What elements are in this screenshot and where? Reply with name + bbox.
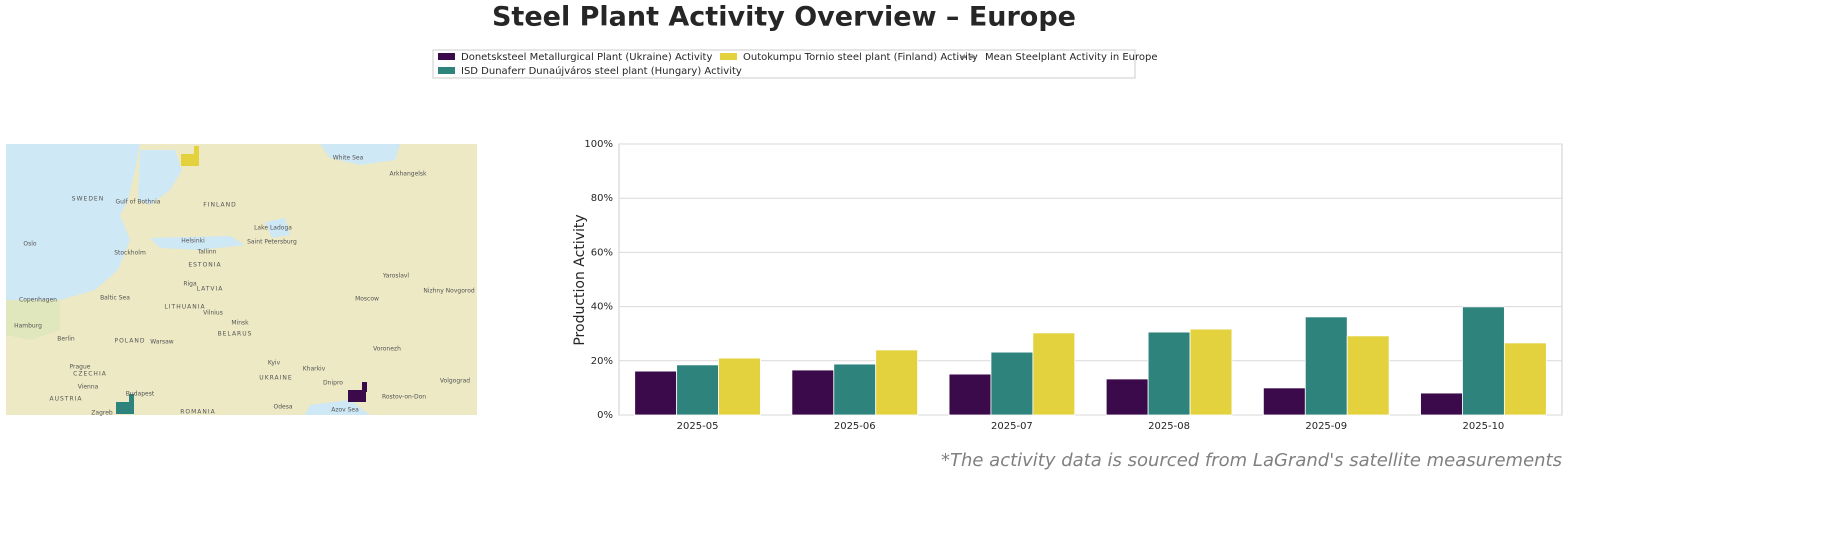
bar [676, 364, 719, 416]
plot-area [618, 143, 1563, 416]
map-label: Odesa [273, 404, 292, 411]
x-tick-label: 2025-07 [991, 421, 1033, 432]
map-label: Kyiv [268, 360, 281, 367]
map-label: Vienna [78, 384, 99, 391]
map-label: Vilnius [203, 310, 223, 317]
bar [1262, 387, 1306, 416]
bar [990, 351, 1034, 416]
map-label: Tallinn [197, 249, 217, 256]
x-tick-label: 2025-08 [1148, 421, 1190, 432]
legend-label: Donetsksteel Metallurgical Plant (Ukrain… [461, 52, 712, 63]
bar [1346, 335, 1390, 416]
bar [1032, 332, 1076, 416]
legend-label: Outokumpu Tornio steel plant (Finland) A… [743, 52, 978, 63]
map-label: Azov Sea [331, 407, 359, 414]
bar [1503, 342, 1547, 416]
bar [1189, 328, 1233, 416]
legend-label: Mean Steelplant Activity in Europe [985, 52, 1158, 63]
map-label: Prague [70, 364, 91, 371]
plant-icon [181, 146, 199, 166]
x-tick-label: 2025-09 [1305, 421, 1347, 432]
map-label: Minsk [231, 320, 249, 327]
map-label: Nizhny Novgorod [423, 288, 475, 295]
bar [948, 373, 992, 416]
bar [791, 369, 835, 416]
bar [1462, 306, 1505, 416]
map-label: Moscow [355, 296, 379, 303]
x-tick-label: 2025-10 [1463, 421, 1505, 432]
y-axis-label: Production Activity [572, 214, 588, 345]
map-label: Dnipro [323, 380, 343, 387]
map-label: Copenhagen [19, 297, 57, 304]
map-label: Budapest [126, 391, 155, 398]
y-tick-label: 40% [591, 302, 613, 313]
map-label: Berlin [57, 336, 75, 343]
map-label: ROMANIA [180, 409, 216, 416]
footnote: *The activity data is sourced from LaGra… [941, 450, 1562, 471]
plant-icon [116, 394, 134, 414]
plant-icon [348, 382, 367, 402]
map-label: LITHUANIA [164, 304, 205, 311]
map-label: Saint Petersburg [247, 239, 297, 246]
map-label: Zagreb [91, 410, 113, 417]
bar [1147, 331, 1191, 416]
map-label: Hamburg [14, 323, 42, 330]
x-tick-label: 2025-06 [834, 421, 876, 432]
map-label: Volgograd [440, 378, 470, 385]
map-label: BELARUS [218, 331, 253, 338]
y-tick-label: 0% [597, 410, 613, 421]
bar [1420, 392, 1463, 416]
legend-swatch [438, 67, 455, 74]
y-tick-label: 60% [591, 247, 613, 258]
map-label: White Sea [333, 155, 364, 162]
map-label: Lake Ladoga [254, 225, 292, 232]
map-label: SWEDEN [72, 196, 104, 203]
map-label: Rostov-on-Don [382, 394, 426, 401]
legend-swatch [438, 53, 455, 60]
y-tick-label: 100% [584, 139, 613, 150]
map-land-shade [6, 300, 60, 340]
legend-swatch [720, 53, 737, 60]
chart-title: Steel Plant Activity Overview – Europe [492, 2, 1076, 33]
map-label: Kharkiv [303, 366, 326, 373]
map-label: Arkhangelsk [389, 171, 427, 178]
map-sea [138, 150, 182, 205]
map-label: Warsaw [150, 339, 173, 346]
map-label: Oslo [23, 241, 37, 248]
bar [875, 349, 919, 416]
bar [634, 370, 678, 416]
map-label: Voronezh [373, 346, 401, 353]
bar [833, 363, 877, 416]
legend-label: ISD Dunaferr Dunaújváros steel plant (Hu… [461, 65, 742, 77]
map-label: Helsinki [181, 238, 205, 245]
map-label: Gulf of Bothnia [116, 199, 161, 206]
map-sea [150, 236, 245, 250]
map-label: FINLAND [203, 202, 236, 209]
y-tick-label: 80% [591, 193, 613, 204]
map-label: Baltic Sea [100, 295, 130, 302]
bar [718, 357, 761, 416]
x-tick-label: 2025-05 [677, 421, 719, 432]
map-label: LATVIA [197, 286, 224, 293]
map-label: ESTONIA [188, 262, 221, 269]
map-label: AUSTRIA [49, 396, 82, 403]
bar [1105, 378, 1149, 416]
map-label: POLAND [114, 338, 145, 345]
map-label: UKRAINE [259, 375, 292, 382]
map-sea [6, 144, 140, 305]
map-sea [305, 400, 370, 415]
map-lake [265, 218, 290, 238]
map-label: CZECHIA [73, 371, 107, 378]
map-label: Yaroslavl [382, 273, 410, 280]
legend-box [432, 49, 1136, 79]
map-label: Stockholm [114, 250, 146, 257]
map-label: Riga [183, 281, 197, 288]
map-sea [320, 144, 400, 165]
y-tick-label: 20% [591, 356, 613, 367]
map: SWEDEN FINLAND White Sea Arkhangelsk Gulf of… [6, 144, 477, 417]
bar [1304, 316, 1348, 416]
